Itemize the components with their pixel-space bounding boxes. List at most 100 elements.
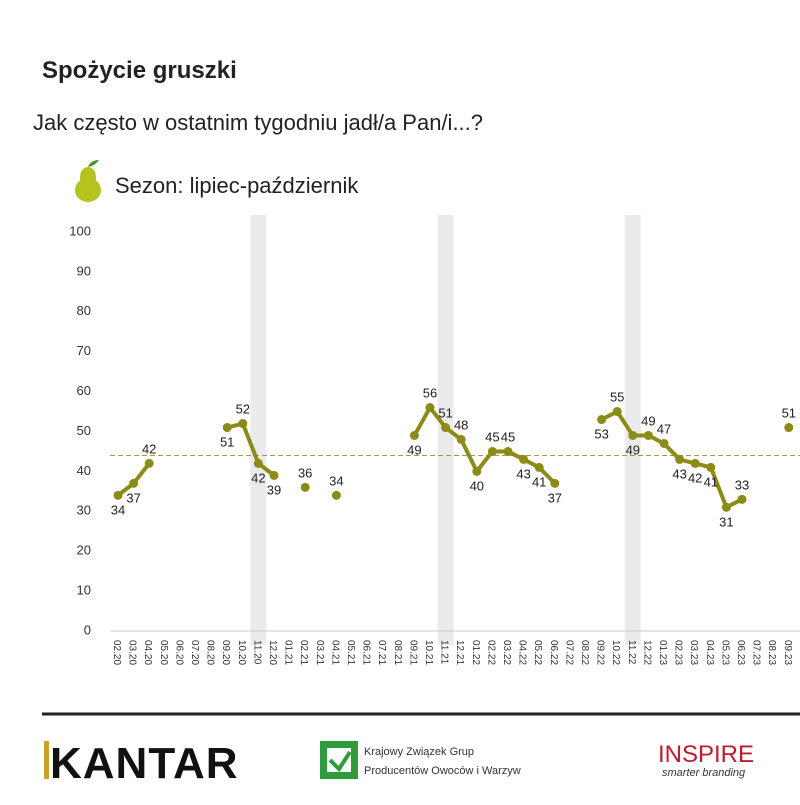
- value-label: 53: [594, 427, 608, 442]
- point: [659, 438, 669, 448]
- y-tick-label: 70: [77, 343, 91, 358]
- value-label: 34: [111, 502, 125, 517]
- value-label: 34: [329, 473, 343, 488]
- point: [253, 458, 263, 468]
- season-band: [624, 215, 641, 645]
- x-tick-label: 04.23: [704, 640, 715, 665]
- point: [784, 423, 794, 433]
- point: [144, 458, 154, 468]
- point: [222, 423, 232, 433]
- value-label: 49: [641, 413, 655, 428]
- value-label: 48: [454, 417, 468, 432]
- line: [412, 405, 557, 485]
- point: [441, 423, 451, 433]
- y-tick-label: 0: [84, 622, 91, 637]
- point: [690, 458, 700, 468]
- x-tick-label: 10.20: [236, 640, 247, 665]
- x-tick-label: 05.22: [532, 640, 543, 665]
- point: [519, 454, 529, 464]
- x-tick-label: 04.20: [142, 640, 153, 665]
- point: [487, 446, 497, 456]
- point: [534, 462, 544, 472]
- value-label: 37: [548, 490, 562, 505]
- y-tick-label: 50: [77, 423, 91, 438]
- x-tick-label: 01.22: [470, 640, 481, 665]
- x-tick-label: 12.21: [454, 640, 465, 665]
- x-tick-label: 06.23: [735, 640, 746, 665]
- value-label: 49: [626, 442, 640, 457]
- value-label: 51: [220, 435, 234, 450]
- y-tick-label: 90: [77, 263, 91, 278]
- x-tick-label: 02.20: [111, 640, 122, 665]
- y-tick-label: 40: [77, 463, 91, 478]
- y-tick-label: 80: [77, 303, 91, 318]
- value-label: 42: [688, 470, 702, 485]
- x-tick-label: 12.22: [641, 640, 652, 665]
- value-label: 45: [485, 429, 499, 444]
- x-tick-label: 11.21: [439, 640, 450, 665]
- kzgp-icon: [320, 741, 358, 779]
- value-label: 51: [782, 406, 796, 421]
- x-tick-label: 11.22: [626, 640, 637, 665]
- y-tick-label: 60: [77, 383, 91, 398]
- x-tick-label: 07.21: [376, 640, 387, 665]
- kzgp-line1: Krajowy Związek Grup: [364, 746, 474, 758]
- value-label: 45: [501, 429, 515, 444]
- value-label: 52: [236, 402, 250, 417]
- x-tick-label: 04.21: [329, 640, 340, 665]
- season-label: Sezon: lipiec-październik: [115, 173, 359, 198]
- value-label: 55: [610, 390, 624, 405]
- value-label: 43: [516, 466, 530, 481]
- value-label: 43: [672, 466, 686, 481]
- value-label: 31: [719, 514, 733, 529]
- value-label: 33: [735, 477, 749, 492]
- x-tick-label: 12.20: [267, 640, 278, 665]
- y-tick-label: 20: [77, 543, 91, 558]
- x-tick-label: 02.21: [298, 640, 309, 665]
- x-tick-label: 09.23: [782, 640, 793, 665]
- value-label: 47: [657, 421, 671, 436]
- x-tick-label: 06.22: [548, 640, 559, 665]
- line: [226, 421, 276, 477]
- kantar-logo: KANTAR: [50, 739, 239, 788]
- x-tick-label: 10.21: [423, 640, 434, 665]
- point: [643, 430, 653, 440]
- point: [503, 446, 513, 456]
- x-tick-label: 09.20: [220, 640, 231, 665]
- x-tick-label: 03.22: [501, 640, 512, 665]
- x-tick-label: 03.21: [314, 640, 325, 665]
- point: [675, 454, 685, 464]
- point: [597, 415, 607, 425]
- x-tick-label: 01.21: [283, 640, 294, 665]
- x-tick-label: 07.20: [189, 640, 200, 665]
- x-tick-label: 07.23: [751, 640, 762, 665]
- x-tick-label: 11.20: [251, 640, 262, 665]
- y-tick-label: 10: [77, 583, 91, 598]
- kantar-bar: [44, 741, 49, 779]
- value-label: 40: [470, 478, 484, 493]
- x-tick-label: 02.23: [673, 640, 684, 665]
- season-band: [250, 215, 267, 645]
- x-tick-label: 04.22: [517, 640, 528, 665]
- x-tick-label: 09.21: [407, 640, 418, 665]
- value-label: 39: [267, 482, 281, 497]
- x-tick-label: 10.22: [610, 640, 621, 665]
- point: [409, 430, 419, 440]
- x-tick-label: 05.21: [345, 640, 356, 665]
- x-tick-label: 06.20: [173, 640, 184, 665]
- point: [113, 490, 123, 500]
- value-label: 42: [142, 441, 156, 456]
- x-tick-label: 05.23: [719, 640, 730, 665]
- subtitle: Jak często w ostatnim tygodniu jadł/a Pa…: [33, 110, 483, 135]
- point: [300, 482, 310, 492]
- inspire-logo: INSPIRE: [658, 741, 754, 768]
- x-tick-label: 03.23: [688, 640, 699, 665]
- point: [737, 494, 747, 504]
- point: [472, 466, 482, 476]
- point: [721, 502, 731, 512]
- x-tick-label: 08.21: [392, 640, 403, 665]
- kzgp-line2: Producentów Owoców i Warzyw: [364, 765, 521, 777]
- point: [425, 403, 435, 413]
- x-tick-label: 07.22: [563, 640, 574, 665]
